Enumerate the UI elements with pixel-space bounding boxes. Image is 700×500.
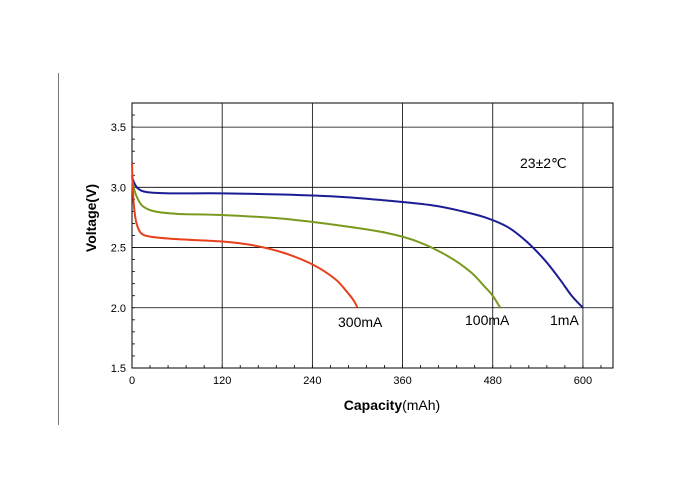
x-axis-label-name: Capacity [344, 397, 403, 413]
page-divider-line [58, 73, 59, 425]
x-tick-label: 240 [303, 375, 321, 387]
series-label-300ma: 300mA [338, 314, 383, 330]
y-tick-label: 1.5 [111, 363, 126, 375]
x-tick-label: 120 [213, 375, 231, 387]
series-layer [131, 163, 584, 309]
y-tick-label: 3.5 [111, 122, 126, 134]
series-line-1ma [131, 175, 584, 309]
y-axis-label: Voltage(V) [83, 184, 99, 252]
x-tick-label: 0 [129, 375, 135, 387]
series-label-100ma: 100mA [465, 312, 510, 328]
x-tick-label: 480 [484, 375, 502, 387]
x-axis-label-unit: (mAh) [402, 397, 440, 413]
y-tick-label: 3.0 [111, 182, 126, 194]
grid-layer [132, 103, 613, 368]
y-tick-labels: 1.5 2.0 2.5 3.0 3.5 [111, 122, 126, 375]
temperature-annotation: 23±2℃ [520, 155, 567, 171]
series-line-300ma [131, 163, 359, 309]
x-tick-labels: 0 120 240 360 480 600 [129, 375, 592, 387]
x-tick-label: 600 [574, 375, 592, 387]
x-axis-label: Capacity(mAh) [344, 397, 440, 413]
series-label-1ma: 1mA [550, 312, 579, 328]
x-tick-label: 360 [393, 375, 411, 387]
y-tick-label: 2.5 [111, 243, 126, 255]
series-line-100ma [131, 177, 502, 309]
y-tick-label: 2.0 [111, 303, 126, 315]
